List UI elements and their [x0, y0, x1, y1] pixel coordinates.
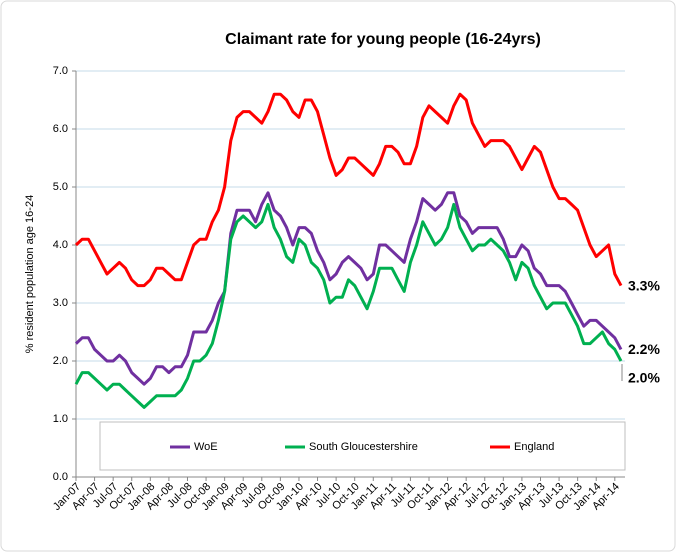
legend-label: South Gloucestershire	[309, 441, 418, 453]
y-tick-label: 2.0	[53, 355, 68, 367]
legend-label: England	[514, 441, 554, 453]
y-tick-label: 0.0	[53, 471, 68, 483]
series-line	[74, 92, 623, 288]
y-tick-label: 3.0	[53, 297, 68, 309]
data-label: 3.3%	[628, 277, 660, 293]
data-label: 2.0%	[628, 370, 660, 386]
y-tick-label: 6.0	[53, 123, 68, 135]
series-line	[74, 191, 623, 386]
series-line	[74, 202, 623, 409]
y-tick-label: 4.0	[53, 239, 68, 251]
data-label: 2.2%	[628, 341, 660, 357]
chart-title: Claimant rate for young people (16-24yrs…	[225, 31, 541, 48]
y-tick-label: 7.0	[53, 65, 68, 77]
y-axis-label: % resident population age 16-24	[24, 195, 36, 353]
y-tick-label: 1.0	[53, 413, 68, 425]
y-tick-label: 5.0	[53, 181, 68, 193]
legend-label: WoE	[194, 441, 218, 453]
